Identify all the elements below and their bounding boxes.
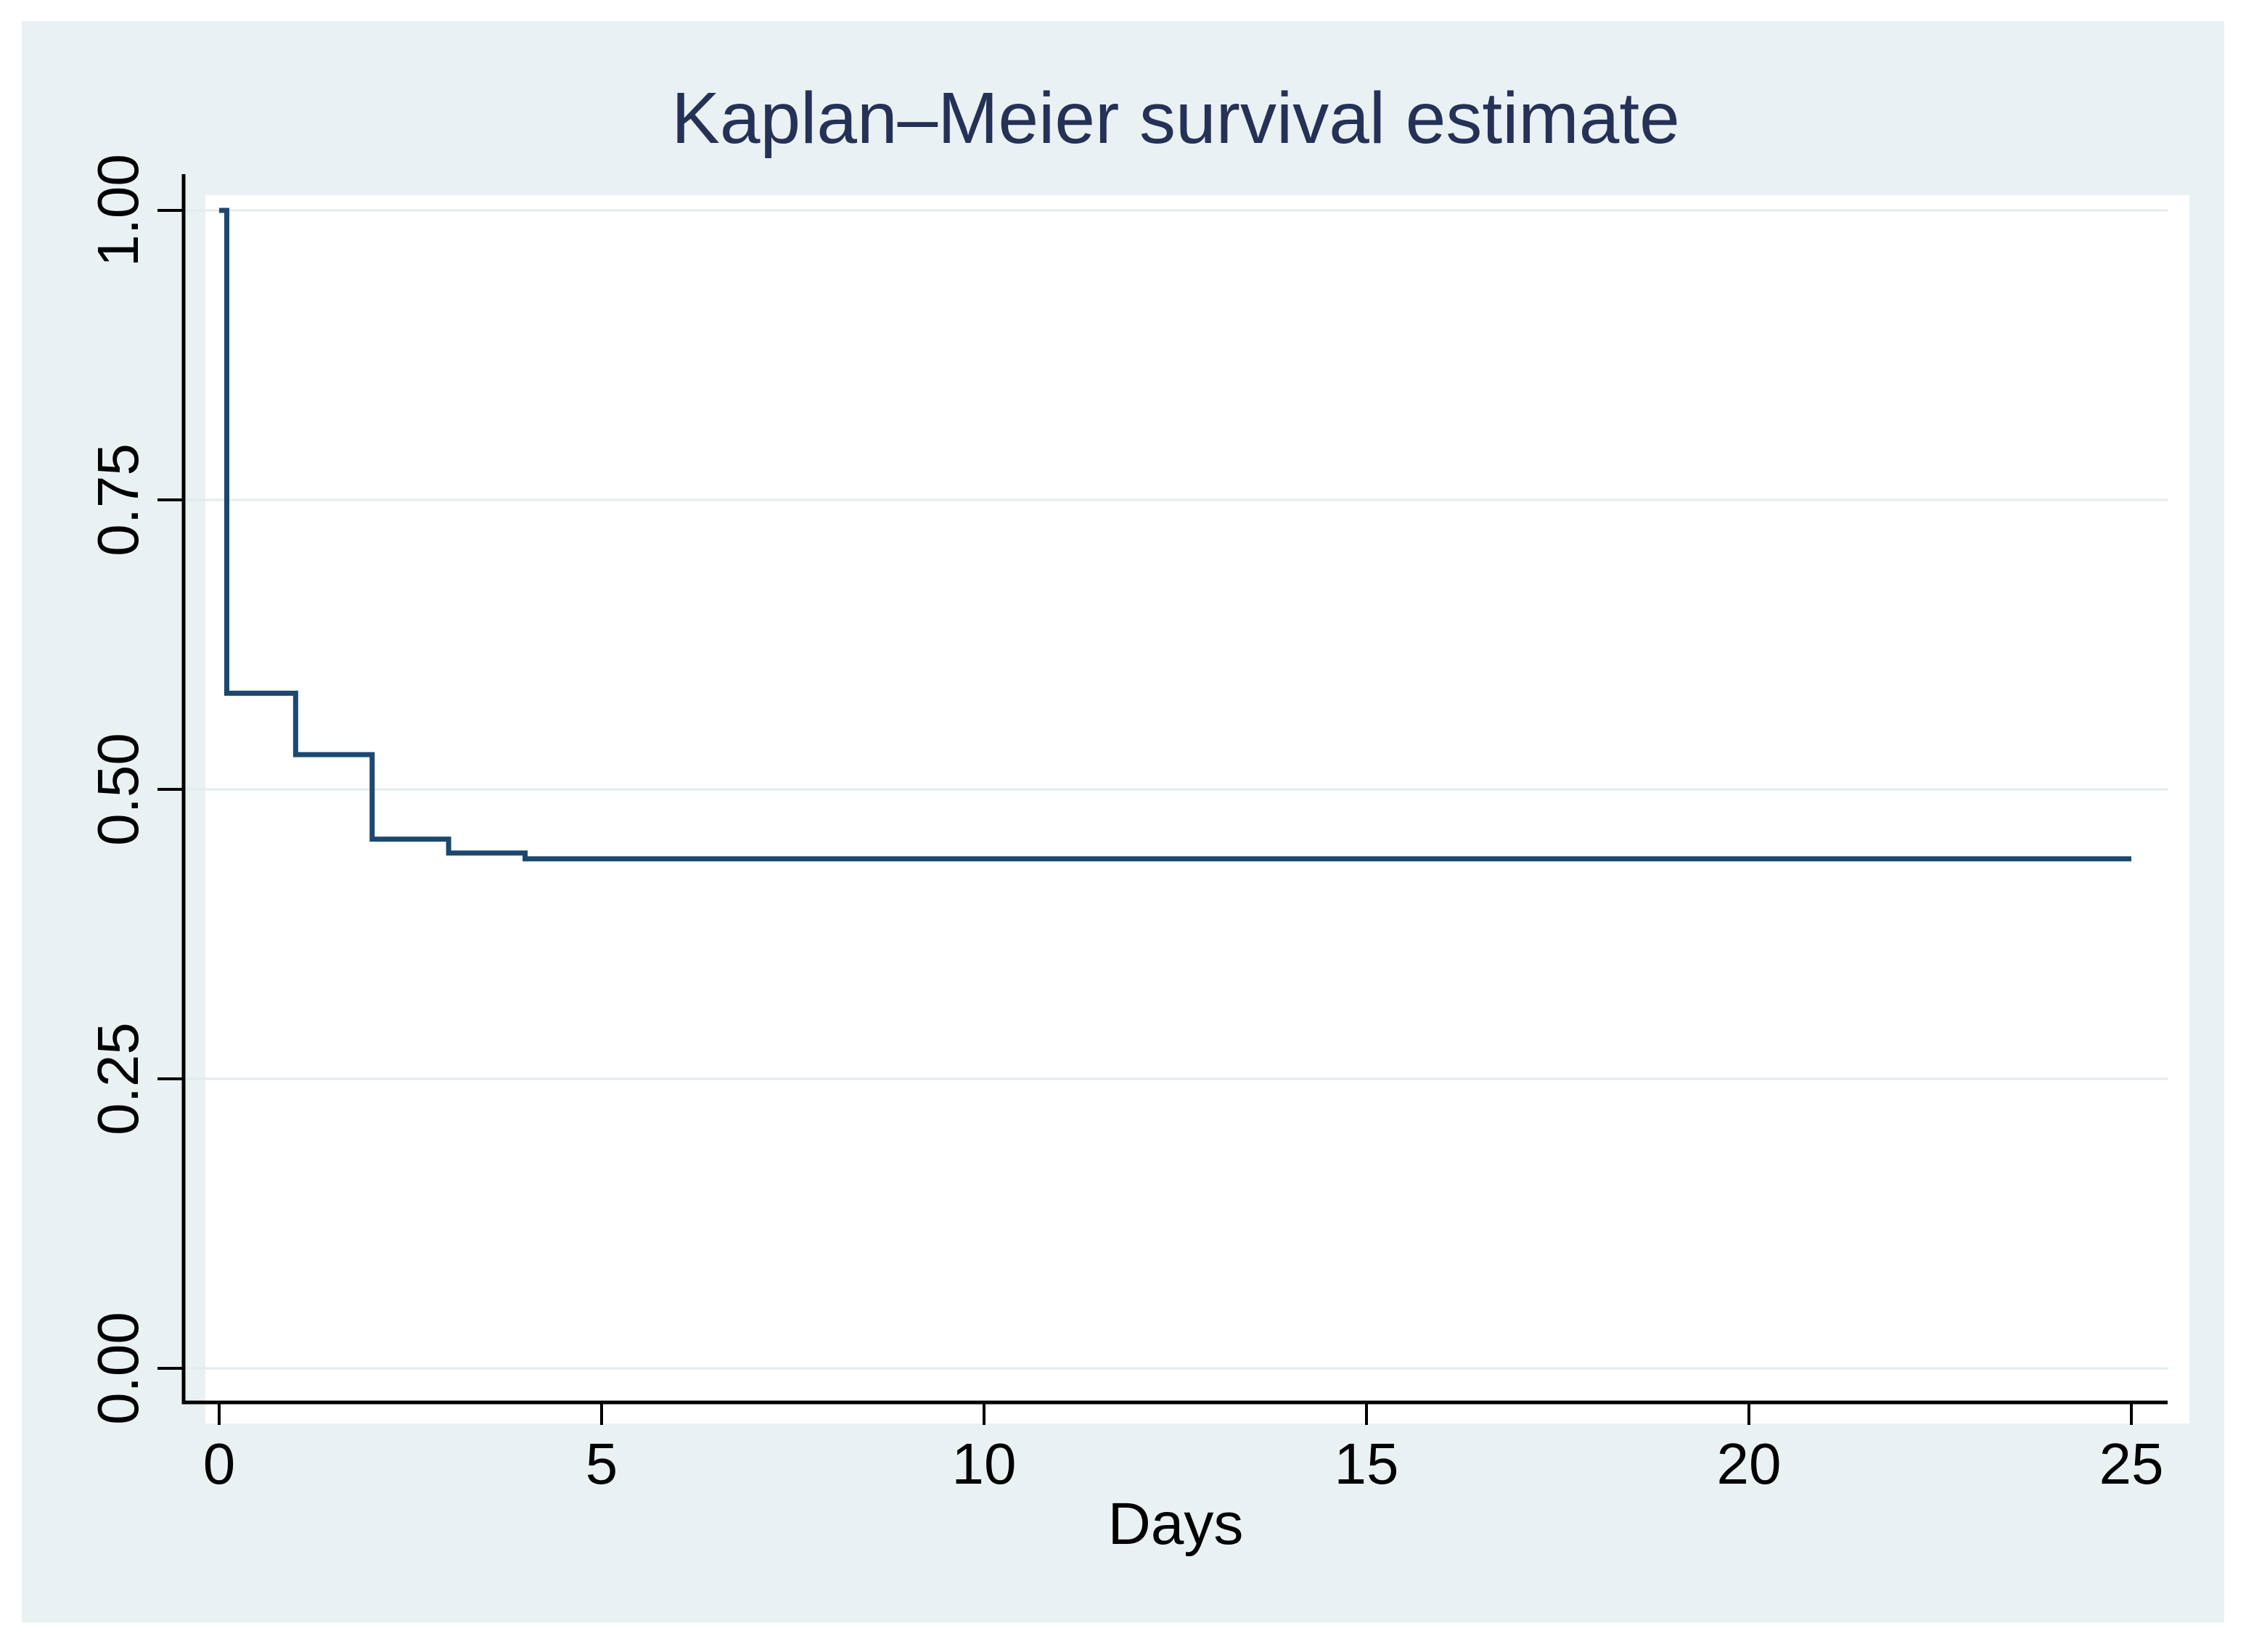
curve-layer: [219, 207, 2131, 862]
plot-area: [205, 195, 2189, 1423]
x-axis-title: Days: [1107, 1491, 1244, 1557]
x-tick-label: 25: [2099, 1431, 2164, 1496]
x-tick-label: 20: [1716, 1431, 1782, 1496]
x-tick-label: 10: [951, 1431, 1017, 1496]
plot-panel: [22, 21, 2224, 1622]
y-tick-label: 0.75: [86, 443, 150, 556]
y-tick-label: 0.25: [86, 1022, 150, 1135]
x-tick-label: 15: [1334, 1431, 1399, 1496]
survival-curve: [219, 207, 2131, 862]
y-tick-label: 1.00: [86, 154, 150, 267]
y-tick-label: 0.50: [86, 733, 150, 846]
x-tick-label: 5: [585, 1431, 618, 1496]
x-tick-label: 0: [202, 1431, 236, 1496]
axes-layer: [157, 174, 2168, 1425]
chart-title: Kaplan–Meier survival estimate: [671, 78, 1680, 159]
y-tick-label: 0.00: [86, 1312, 150, 1425]
gridlines-layer: [184, 209, 2168, 1370]
